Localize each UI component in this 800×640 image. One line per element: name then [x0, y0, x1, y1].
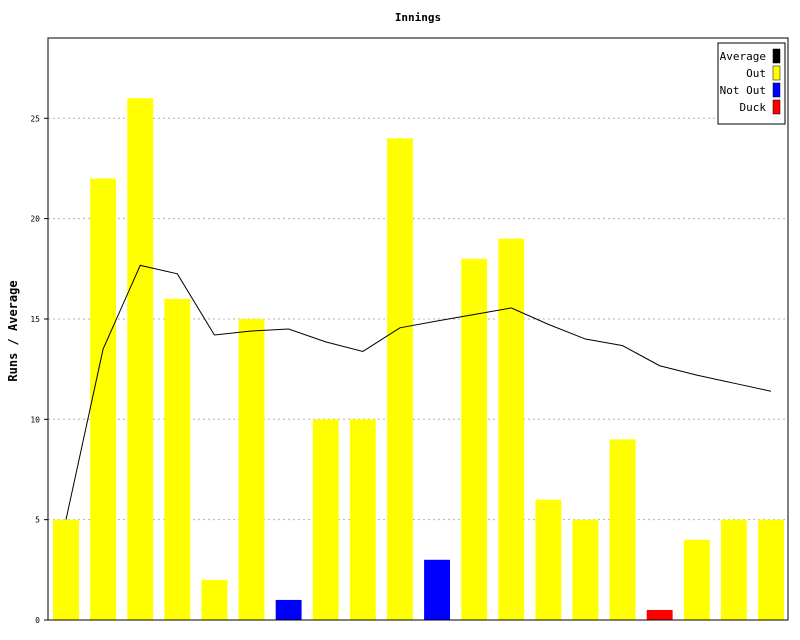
legend-label: Out [746, 67, 766, 80]
bar-11 [424, 559, 451, 620]
bar-14 [535, 499, 562, 620]
bar-4 [164, 298, 191, 620]
legend-swatch [772, 65, 781, 81]
y-tick-label: 5 [35, 516, 40, 525]
bar-13 [498, 238, 525, 621]
bar-7 [275, 599, 302, 620]
bar-17 [646, 609, 673, 620]
bar-18 [683, 539, 710, 620]
legend: Average Out Not Out Duck [717, 42, 786, 125]
y-tick-label: 25 [30, 114, 40, 123]
bar-15 [572, 519, 599, 620]
bar-5 [201, 579, 228, 620]
y-tick-label: 20 [30, 215, 40, 224]
legend-label: Duck [740, 101, 767, 114]
chart-title: Innings [395, 11, 441, 24]
legend-swatch [772, 82, 781, 98]
legend-label: Average [720, 50, 766, 63]
bar-2 [90, 178, 117, 620]
plot-frame [47, 37, 789, 621]
y-tick-label: 0 [35, 616, 40, 625]
legend-swatch [772, 99, 781, 115]
legend-swatch [772, 48, 781, 64]
bar-12 [461, 258, 488, 620]
bar-3 [127, 98, 154, 620]
legend-label: Not Out [720, 84, 766, 97]
axes [47, 37, 789, 621]
y-tick-label: 10 [30, 415, 40, 424]
bar-1 [53, 519, 79, 620]
bars [53, 98, 784, 621]
y-tick-label: 15 [30, 315, 40, 324]
bar-9 [349, 419, 376, 620]
grid-lines [48, 117, 788, 521]
bar-8 [312, 419, 339, 620]
bar-20 [758, 519, 784, 620]
bar-16 [609, 439, 636, 620]
average-line-group [65, 264, 772, 520]
bar-6 [238, 318, 265, 620]
y-tick-labels: 0 5 10 15 20 25 [30, 114, 48, 625]
bar-10 [386, 138, 413, 620]
average-line [65, 264, 772, 520]
y-axis-title: Runs / Average [6, 280, 20, 381]
bar-19 [720, 519, 747, 620]
